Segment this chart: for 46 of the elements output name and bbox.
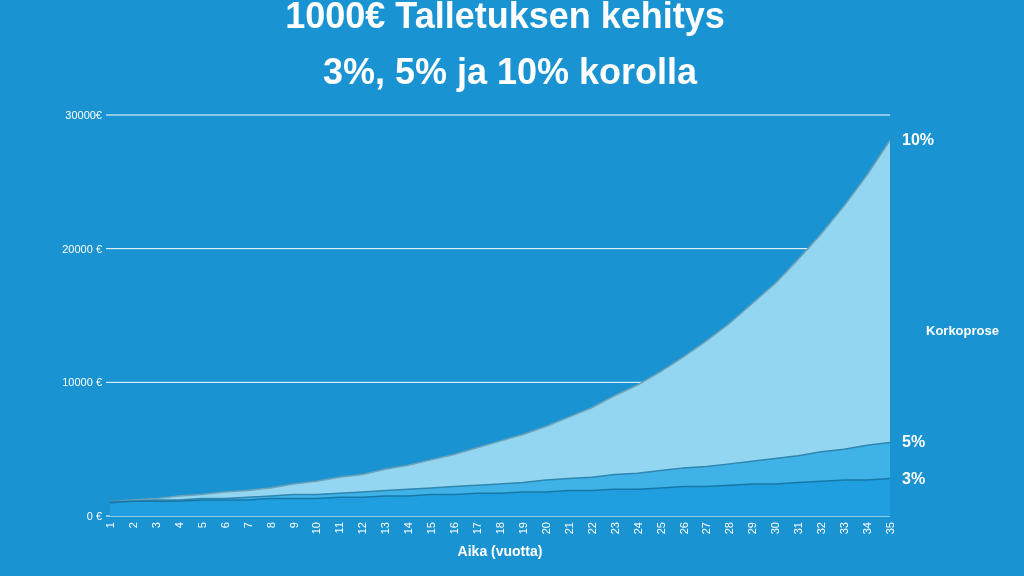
x-tick-label: 27 bbox=[700, 522, 713, 535]
y-tick-label: 30000€ bbox=[65, 109, 102, 121]
x-tick-label: 2 bbox=[126, 522, 139, 529]
x-tick-label: 21 bbox=[562, 522, 575, 535]
x-tick-label: 23 bbox=[608, 522, 621, 535]
x-tick-label: 18 bbox=[494, 522, 506, 535]
legend-title: Korkoprose bbox=[926, 323, 999, 338]
series-label: 10% bbox=[902, 131, 935, 149]
x-tick-label: 31 bbox=[792, 522, 805, 535]
series-label: 5% bbox=[902, 433, 926, 451]
x-tick-label: 16 bbox=[448, 522, 461, 535]
series-label: 3% bbox=[902, 469, 926, 487]
chart-subtitle: 3%, 5% ja 10% korolla bbox=[322, 51, 699, 92]
x-tick-label: 29 bbox=[746, 522, 759, 535]
x-tick-label: 24 bbox=[631, 522, 644, 535]
x-tick-label: 8 bbox=[264, 522, 277, 529]
x-tick-label: 34 bbox=[861, 522, 874, 535]
x-tick-label: 12 bbox=[356, 522, 369, 535]
y-tick-label: 10000 € bbox=[62, 376, 102, 389]
x-tick-label: 6 bbox=[218, 522, 231, 529]
x-tick-label: 33 bbox=[838, 522, 851, 535]
x-tick-label: 9 bbox=[287, 522, 300, 529]
x-tick-label: 7 bbox=[241, 522, 254, 529]
y-tick-label: 20000 € bbox=[62, 242, 102, 255]
x-tick-label: 32 bbox=[815, 522, 828, 535]
x-tick-label: 28 bbox=[723, 522, 736, 535]
x-axis-title: Aika (vuotta) bbox=[457, 543, 543, 559]
x-tick-label: 22 bbox=[585, 522, 598, 535]
x-tick-label: 19 bbox=[516, 522, 529, 535]
x-tick-label: 11 bbox=[333, 522, 346, 534]
x-tick-label: 10 bbox=[310, 522, 323, 535]
x-tick-label: 26 bbox=[677, 522, 690, 535]
x-tick-label: 35 bbox=[884, 522, 896, 535]
x-tick-label: 5 bbox=[195, 522, 208, 529]
x-tick-label: 3 bbox=[149, 522, 162, 529]
x-tick-label: 13 bbox=[379, 522, 392, 535]
x-tick-label: 4 bbox=[172, 522, 185, 529]
x-tick-label: 20 bbox=[539, 522, 552, 535]
y-tick-label: 0 € bbox=[86, 510, 102, 522]
x-tick-label: 30 bbox=[769, 522, 782, 535]
chart-title: 1000€ Talletuksen kehitys bbox=[285, 0, 725, 36]
x-tick-label: 25 bbox=[654, 522, 667, 535]
x-tick-label: 1 bbox=[104, 522, 116, 529]
x-tick-label: 14 bbox=[402, 522, 415, 535]
x-tick-label: 15 bbox=[425, 522, 438, 535]
x-tick-label: 17 bbox=[471, 522, 484, 535]
